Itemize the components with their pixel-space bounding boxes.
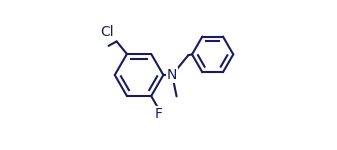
Text: N: N — [167, 68, 177, 82]
Text: F: F — [155, 107, 162, 121]
Text: Cl: Cl — [100, 25, 114, 39]
